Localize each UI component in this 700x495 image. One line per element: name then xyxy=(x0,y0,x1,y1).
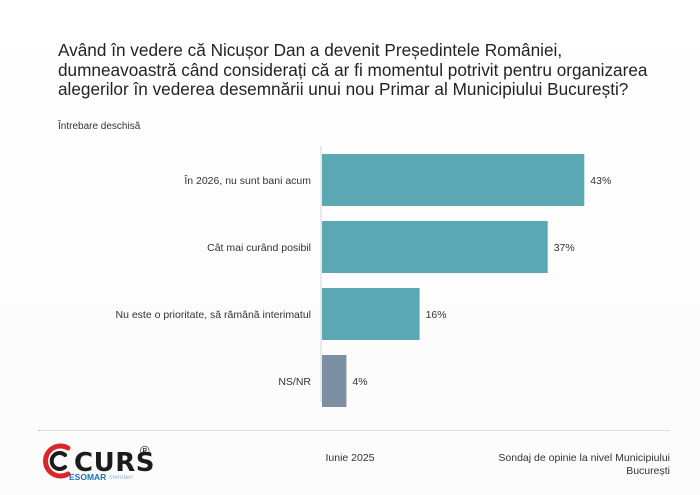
logo-registered-mark: ® xyxy=(140,443,150,458)
bar-chart: În 2026, nu sunt bani acum 43% Cât mai cur… xyxy=(115,146,611,407)
footer-source: Sondaj de opinie la nivel Municipiului B… xyxy=(498,452,670,477)
category-label: Nu este o prioritate, să rămână interima… xyxy=(115,309,311,321)
bar xyxy=(322,288,420,340)
chart-title: Având în vedere că Nicușor Dan a devenit… xyxy=(58,40,648,100)
footer-divider xyxy=(38,430,668,431)
chart-subtitle: Întrebare deschisă xyxy=(58,121,141,132)
logo-text: CURS xyxy=(74,448,155,478)
bar xyxy=(322,154,585,206)
data-label: 37% xyxy=(554,242,575,254)
data-label: 16% xyxy=(426,309,447,321)
curs-logo-icon xyxy=(43,443,71,479)
logo-member: member xyxy=(109,474,133,481)
data-label: 43% xyxy=(590,175,611,187)
logo-esomar: ESOMAR xyxy=(69,472,107,482)
category-label: NS/NR xyxy=(278,376,311,388)
category-label: În 2026, nu sunt bani acum xyxy=(183,174,311,187)
bar xyxy=(322,355,347,407)
data-label: 4% xyxy=(352,376,367,388)
footer-date: Iunie 2025 xyxy=(325,452,375,464)
bar xyxy=(322,221,548,273)
category-label: Cât mai curând posibil xyxy=(207,242,311,254)
